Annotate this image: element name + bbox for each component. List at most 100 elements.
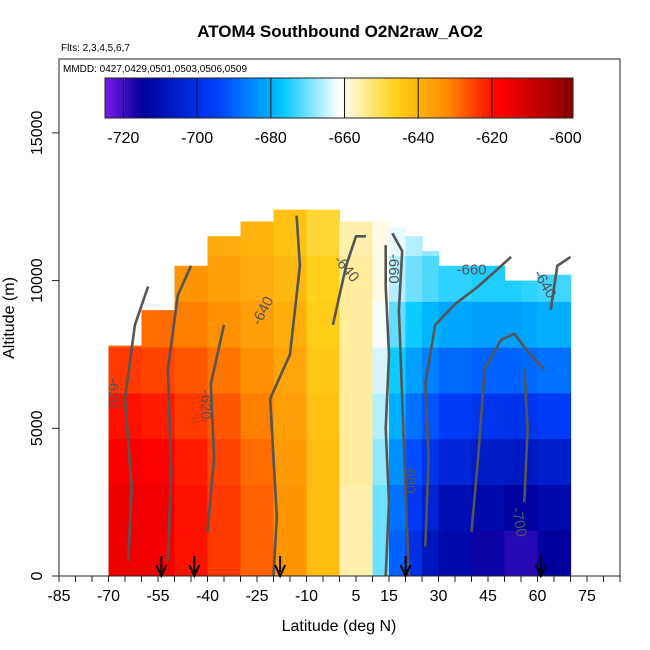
heatmap-cell	[537, 347, 572, 394]
contour-label: -700	[508, 506, 530, 539]
heatmap-cell	[471, 484, 506, 531]
heatmap-cell	[504, 280, 522, 302]
colorbar	[104, 77, 574, 119]
contour-label: -660	[385, 254, 402, 284]
contour-label: -620	[105, 378, 122, 408]
heatmap-cell	[537, 438, 572, 486]
heatmap-cell	[108, 347, 143, 394]
heatmap-cell	[405, 392, 423, 440]
chart-subtitle-dates: MMDD: 0427,0429,0501,0503,0506,0509	[63, 64, 247, 75]
x-tick-label: 60	[529, 588, 547, 605]
heatmap-cell	[405, 484, 423, 531]
heatmap-cell	[422, 255, 440, 302]
contour-label: -680	[402, 463, 419, 493]
heatmap-cell	[405, 236, 423, 257]
heatmap-cell	[306, 392, 341, 440]
heatmap-cell	[504, 530, 522, 576]
flight-markers	[155, 556, 547, 579]
contour-line	[470, 332, 546, 532]
heatmap-cell	[389, 438, 407, 486]
heatmap-cell	[240, 484, 275, 531]
heatmap-cell	[207, 530, 242, 576]
x-tick-label: -85	[47, 588, 70, 605]
flight-marker-arrow	[155, 564, 168, 579]
heatmap-cell	[207, 347, 242, 394]
heatmap-cell	[207, 236, 242, 257]
heatmap-cell	[521, 301, 539, 348]
heatmap-cell	[471, 301, 506, 348]
heatmap-cell	[240, 221, 275, 257]
heatmap-cell	[174, 438, 209, 486]
x-tick-label: -55	[146, 588, 169, 605]
heatmap-cell	[422, 392, 440, 440]
heatmap-cell	[207, 484, 242, 531]
heatmap-cell	[438, 438, 473, 486]
x-axis-label: Latitude (deg N)	[282, 618, 397, 635]
colorbar-tick-label: -640	[402, 130, 434, 147]
flight-marker-arrow	[274, 564, 287, 579]
heatmap-cell	[405, 301, 423, 348]
heatmap-cell	[207, 255, 242, 302]
heatmap-cell	[389, 301, 407, 348]
heatmap-cell	[405, 530, 423, 576]
heatmap-cell	[372, 301, 390, 348]
contour-line	[549, 255, 572, 311]
colorbar-tick-label: -620	[476, 130, 508, 147]
heatmap-cell	[438, 347, 473, 394]
heatmap-cell	[422, 251, 440, 257]
heatmap-cell	[504, 484, 522, 531]
contour-line	[523, 369, 529, 503]
x-tick-label: -10	[295, 588, 318, 605]
heatmap-cell	[339, 301, 374, 348]
x-tick-label: 30	[430, 588, 448, 605]
heatmap-cell	[174, 265, 209, 302]
contour-line	[123, 286, 150, 562]
y-tick-label: 10000	[29, 258, 46, 303]
heatmap-cell	[389, 484, 407, 531]
heatmap-cell	[306, 438, 341, 486]
flight-marker-arrow	[534, 564, 547, 579]
heatmap-cell	[438, 484, 473, 531]
flight-marker-arrow	[188, 564, 201, 579]
y-axis: 0 5000 10000 15000	[29, 111, 59, 580]
heatmap-cell	[339, 392, 374, 440]
contour-line	[384, 245, 391, 576]
heatmap-cell	[521, 392, 539, 440]
colorbar-tick-label: -600	[550, 130, 582, 147]
heatmap-cell	[504, 438, 522, 486]
heatmap-cell	[405, 255, 423, 302]
heatmap-cell	[306, 301, 341, 348]
heatmap-cell	[174, 347, 209, 394]
x-tick-label: 45	[479, 588, 497, 605]
heatmap-cell	[108, 438, 143, 486]
contour-line	[331, 235, 366, 326]
heatmap-cell	[372, 484, 390, 531]
x-axis: -85 -70 -55 -40 -25 -10 5 15 30 45 60 75	[47, 576, 621, 605]
heatmap-cell	[273, 392, 308, 440]
heatmap-cell	[141, 310, 176, 348]
contour-line	[166, 265, 193, 562]
heatmap-cell	[273, 530, 308, 576]
heatmap-cell	[537, 301, 572, 348]
heatmap-cell	[521, 438, 539, 486]
heatmap-cell	[422, 438, 440, 486]
heatmap-cell	[306, 347, 341, 394]
heatmap-cell	[405, 438, 423, 486]
heatmap-cell	[389, 347, 407, 394]
heatmap-cell	[504, 347, 522, 394]
heatmap-cell	[273, 255, 308, 302]
heatmap-cell	[273, 209, 308, 257]
heatmap-cell	[273, 301, 308, 348]
heatmap-cell	[108, 345, 143, 348]
heatmap-cell	[372, 438, 390, 486]
heatmap-cell	[306, 530, 341, 576]
heatmap-cell	[240, 255, 275, 302]
colorbar-tick-label: -660	[329, 130, 361, 147]
chart-subtitle-flights: Flts: 2,3,4,5,6,7	[61, 43, 130, 54]
heatmap-cell	[438, 392, 473, 440]
heatmap-cell	[174, 392, 209, 440]
heatmap-cell	[306, 484, 341, 531]
contour-line	[424, 255, 512, 547]
heatmap-cell	[240, 530, 275, 576]
